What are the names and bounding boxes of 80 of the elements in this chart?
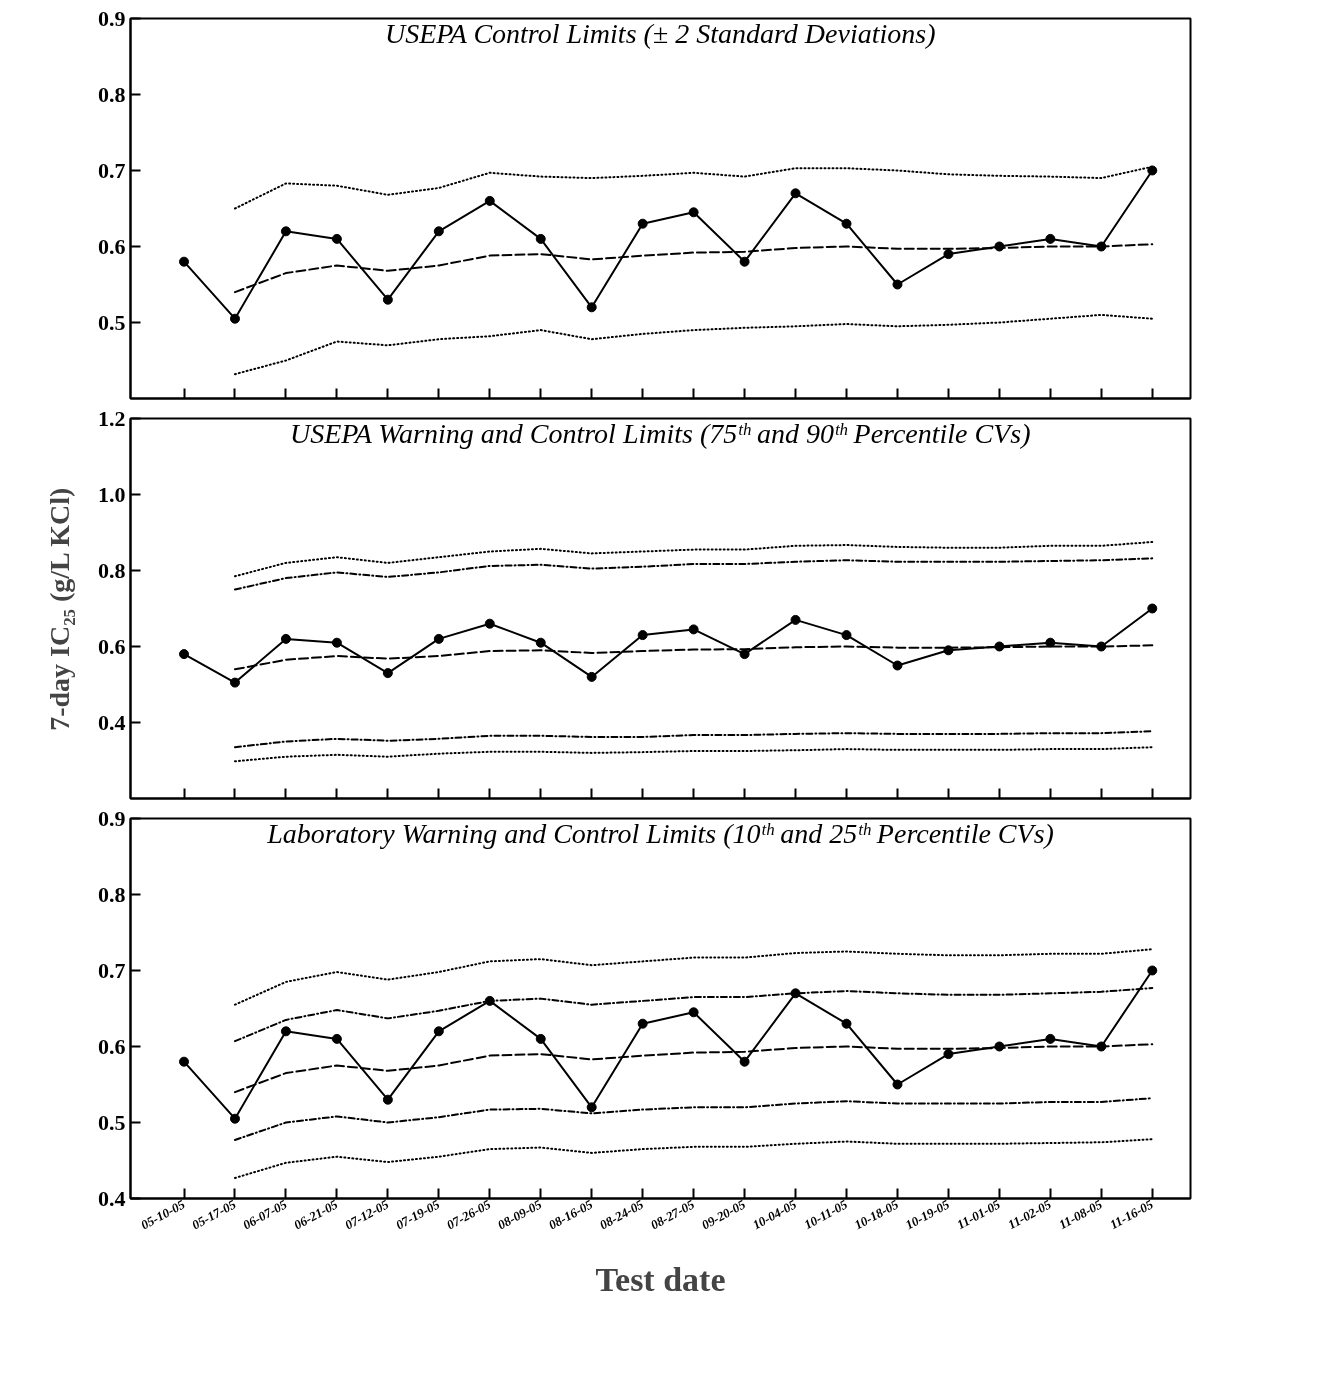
y-tick-label: 0.8 bbox=[98, 557, 126, 583]
point bbox=[1045, 1033, 1056, 1044]
point bbox=[1147, 603, 1158, 614]
point bbox=[280, 633, 291, 644]
point bbox=[1045, 637, 1056, 648]
point bbox=[331, 1033, 342, 1044]
y-tick-label: 0.7 bbox=[98, 957, 126, 983]
point bbox=[892, 279, 903, 290]
y-tick-label: 1.0 bbox=[98, 481, 126, 507]
y-tick-label: 0.8 bbox=[98, 881, 126, 907]
point bbox=[229, 677, 240, 688]
point bbox=[433, 1026, 444, 1037]
point bbox=[841, 1018, 852, 1029]
y-tick-label: 0.5 bbox=[98, 1109, 126, 1135]
y-tick-label: 0.9 bbox=[98, 5, 126, 31]
point bbox=[382, 668, 393, 679]
point bbox=[535, 233, 546, 244]
y-axis-title: 7-day IC₂₅ (g/L KCl) bbox=[44, 487, 75, 731]
point bbox=[841, 218, 852, 229]
line-series bbox=[233, 1097, 1154, 1141]
point bbox=[1147, 165, 1158, 176]
point bbox=[535, 637, 546, 648]
point bbox=[943, 249, 954, 260]
point bbox=[229, 1113, 240, 1124]
point bbox=[535, 1033, 546, 1044]
point bbox=[484, 195, 495, 206]
point bbox=[586, 671, 597, 682]
y-tick-label: 0.6 bbox=[98, 233, 126, 259]
y-tick-label: 0.7 bbox=[98, 157, 126, 183]
point bbox=[943, 1049, 954, 1060]
point bbox=[179, 256, 190, 267]
point bbox=[790, 614, 801, 625]
point bbox=[586, 302, 597, 313]
chart-title: USEPA Control Limits (± 2 Standard Deviations) bbox=[385, 17, 936, 49]
y-tick-label: 0.5 bbox=[98, 309, 126, 335]
chart-title: USEPA Warning and Control Limits (75ᵗʰ and 90ᵗʰ Percentile CVs) bbox=[289, 417, 1031, 449]
point bbox=[433, 226, 444, 237]
y-tick-label: 1.2 bbox=[98, 405, 126, 431]
y-tick-label: 0.4 bbox=[98, 1185, 126, 1211]
point bbox=[179, 1056, 190, 1067]
point bbox=[688, 624, 699, 635]
point bbox=[790, 188, 801, 199]
point bbox=[688, 1007, 699, 1018]
point bbox=[586, 1102, 597, 1113]
point bbox=[433, 633, 444, 644]
point bbox=[1045, 233, 1056, 244]
y-tick-label: 0.8 bbox=[98, 81, 126, 107]
point bbox=[637, 630, 648, 641]
point bbox=[484, 618, 495, 629]
point bbox=[688, 207, 699, 218]
point bbox=[892, 660, 903, 671]
point bbox=[229, 313, 240, 324]
point bbox=[179, 649, 190, 660]
point bbox=[637, 1018, 648, 1029]
point bbox=[382, 294, 393, 305]
point bbox=[280, 1026, 291, 1037]
line-series bbox=[233, 557, 1154, 591]
point bbox=[739, 649, 750, 660]
point bbox=[637, 218, 648, 229]
point bbox=[1147, 965, 1158, 976]
point bbox=[280, 226, 291, 237]
y-tick-label: 0.6 bbox=[98, 633, 126, 659]
point bbox=[382, 1094, 393, 1105]
y-tick-label: 0.4 bbox=[98, 709, 126, 735]
line-series bbox=[233, 1138, 1154, 1179]
x-axis-title: Test date bbox=[595, 1261, 726, 1299]
point bbox=[331, 233, 342, 244]
line-series bbox=[233, 541, 1154, 578]
y-tick-label: 0.6 bbox=[98, 1033, 126, 1059]
line-series bbox=[233, 313, 1154, 376]
point bbox=[739, 256, 750, 267]
y-tick-label: 0.9 bbox=[98, 805, 126, 831]
point bbox=[841, 630, 852, 641]
chart-title: Laboratory Warning and Control Limits (10ᵗʰ and 25ᵗʰ Percentile CVs) bbox=[266, 817, 1054, 849]
point bbox=[331, 637, 342, 648]
point bbox=[892, 1079, 903, 1090]
line-series bbox=[233, 746, 1154, 763]
line-series bbox=[233, 730, 1154, 749]
line-series bbox=[233, 948, 1154, 1006]
point bbox=[739, 1056, 750, 1067]
